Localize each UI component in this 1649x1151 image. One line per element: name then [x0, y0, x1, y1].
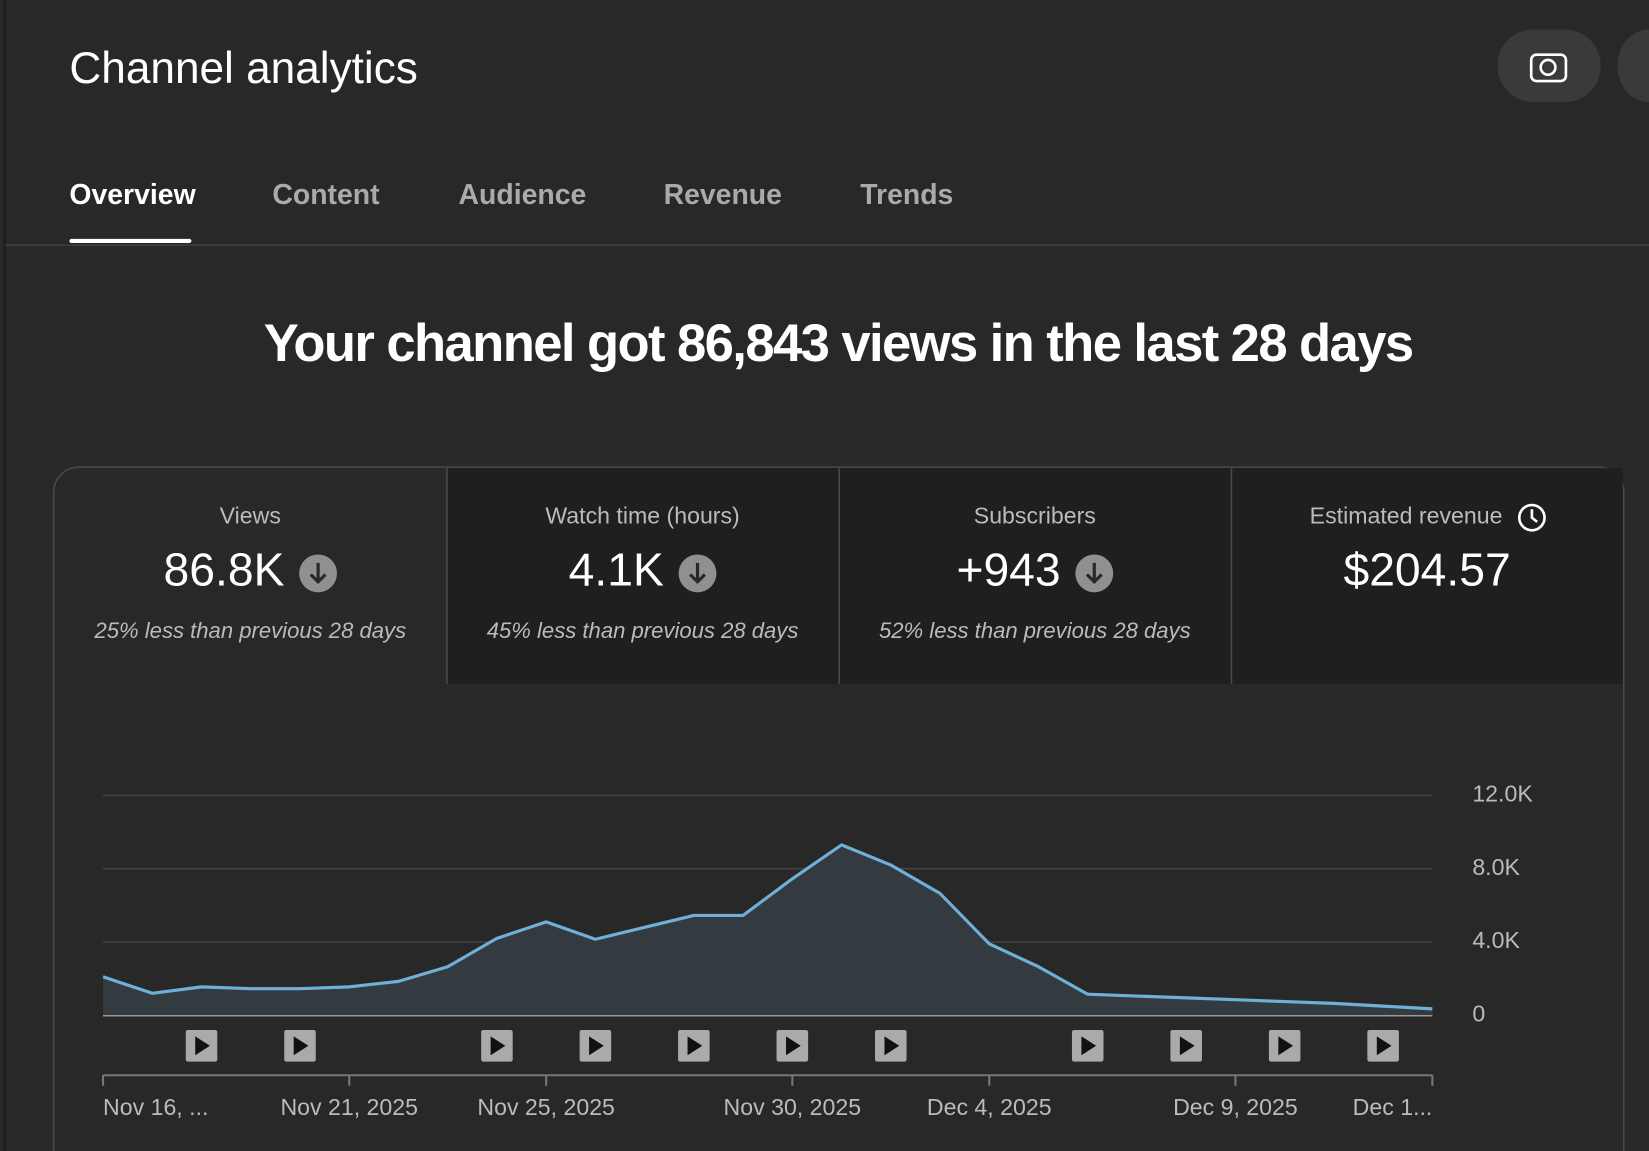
page-title: Channel analytics [69, 44, 417, 93]
x-tick-label: Nov 16, ... [103, 1094, 208, 1120]
chart: 0 4.0K 8.0K 12.0K Nov 16, ... Nov 21, 2025 Nov… [102, 780, 1533, 1120]
video-marker[interactable] [579, 1030, 612, 1062]
tab[interactable]: Content [272, 179, 380, 211]
metric-card[interactable]: Estimated revenue $204.57 [1310, 503, 1546, 596]
metric-label: Views [220, 503, 281, 529]
metric-value: 4.1K [569, 544, 664, 596]
trend-arrow [1085, 562, 1103, 585]
camera-lens [1539, 58, 1557, 77]
y-tick-label: 12.0K [1472, 780, 1533, 806]
trend-arrow [309, 562, 327, 585]
tab[interactable]: Audience [459, 179, 587, 211]
x-tick-label: Dec 1... [1353, 1094, 1433, 1120]
camera-button[interactable] [1497, 29, 1601, 103]
video-marker[interactable] [1268, 1030, 1301, 1062]
video-marker[interactable] [185, 1030, 218, 1062]
y-tick-label: 0 [1472, 1000, 1485, 1026]
tab-underline [69, 238, 192, 244]
play-icon [786, 1036, 801, 1056]
metric-comparison: 25% less than previous 28 days [93, 618, 406, 643]
play-icon [687, 1036, 703, 1056]
x-tick-label: Dec 9, 2025 [1173, 1094, 1298, 1120]
y-tick-label: 8.0K [1472, 854, 1520, 880]
metric-value: $204.57 [1343, 544, 1510, 596]
trend-arrow [689, 562, 706, 585]
views-line [102, 843, 1433, 1011]
x-tick-label: Dec 4, 2025 [927, 1094, 1052, 1120]
metric-card[interactable]: Subscribers +943 52% less than previous 28… [879, 503, 1191, 643]
video-marker[interactable] [1170, 1030, 1202, 1062]
area-fill [103, 844, 1433, 1016]
video-marker[interactable] [678, 1030, 710, 1062]
play-icon [589, 1036, 604, 1056]
video-marker[interactable] [284, 1030, 316, 1062]
metric-label: Watch time (hours) [545, 503, 739, 529]
play-icon [1376, 1036, 1392, 1056]
play-icon [1081, 1036, 1097, 1056]
play-icon [884, 1036, 900, 1056]
metrics: Views 86.8K 25% less than previous 28 days… [93, 503, 1546, 643]
metric-value: +943 [956, 544, 1060, 596]
play-icon [195, 1036, 210, 1056]
metric-label: Subscribers [974, 503, 1096, 529]
metric-card[interactable]: Watch time (hours) 4.1K 45% less than prev… [487, 503, 799, 643]
y-tick-label: 4.0K [1472, 927, 1520, 953]
partial-button[interactable] [1617, 29, 1649, 103]
x-tick-label: Nov 25, 2025 [477, 1094, 615, 1120]
x-tick-label: Nov 21, 2025 [280, 1094, 418, 1120]
metric-comparison: 45% less than previous 28 days [487, 618, 799, 643]
video-marker[interactable] [1367, 1030, 1399, 1062]
metric-card[interactable]: Views 86.8K 25% less than previous 28 days [93, 503, 406, 643]
camera-icon [1529, 53, 1568, 83]
video-marker[interactable] [481, 1030, 513, 1062]
play-icon [1278, 1036, 1294, 1056]
video-marker[interactable] [875, 1030, 907, 1062]
headline: Your channel got 86,843 views in the las… [264, 314, 1413, 373]
tab[interactable]: Revenue [664, 179, 782, 211]
play-icon [1179, 1036, 1195, 1056]
video-marker[interactable] [776, 1030, 809, 1062]
x-tick-label: Nov 30, 2025 [724, 1094, 862, 1120]
play-icon [293, 1036, 309, 1056]
metric-cells-bg [446, 468, 1623, 684]
clock-icon [1517, 503, 1546, 532]
tab[interactable]: Overview [69, 179, 196, 211]
clock-hands [1530, 509, 1538, 523]
tab[interactable]: Trends [860, 179, 953, 211]
video-marker[interactable] [1071, 1030, 1104, 1062]
button-bg [1497, 29, 1601, 103]
metric-comparison: 52% less than previous 28 days [879, 618, 1191, 643]
metric-label: Estimated revenue [1310, 503, 1503, 529]
play-icon [490, 1036, 506, 1056]
metric-value: 86.8K [164, 544, 285, 596]
